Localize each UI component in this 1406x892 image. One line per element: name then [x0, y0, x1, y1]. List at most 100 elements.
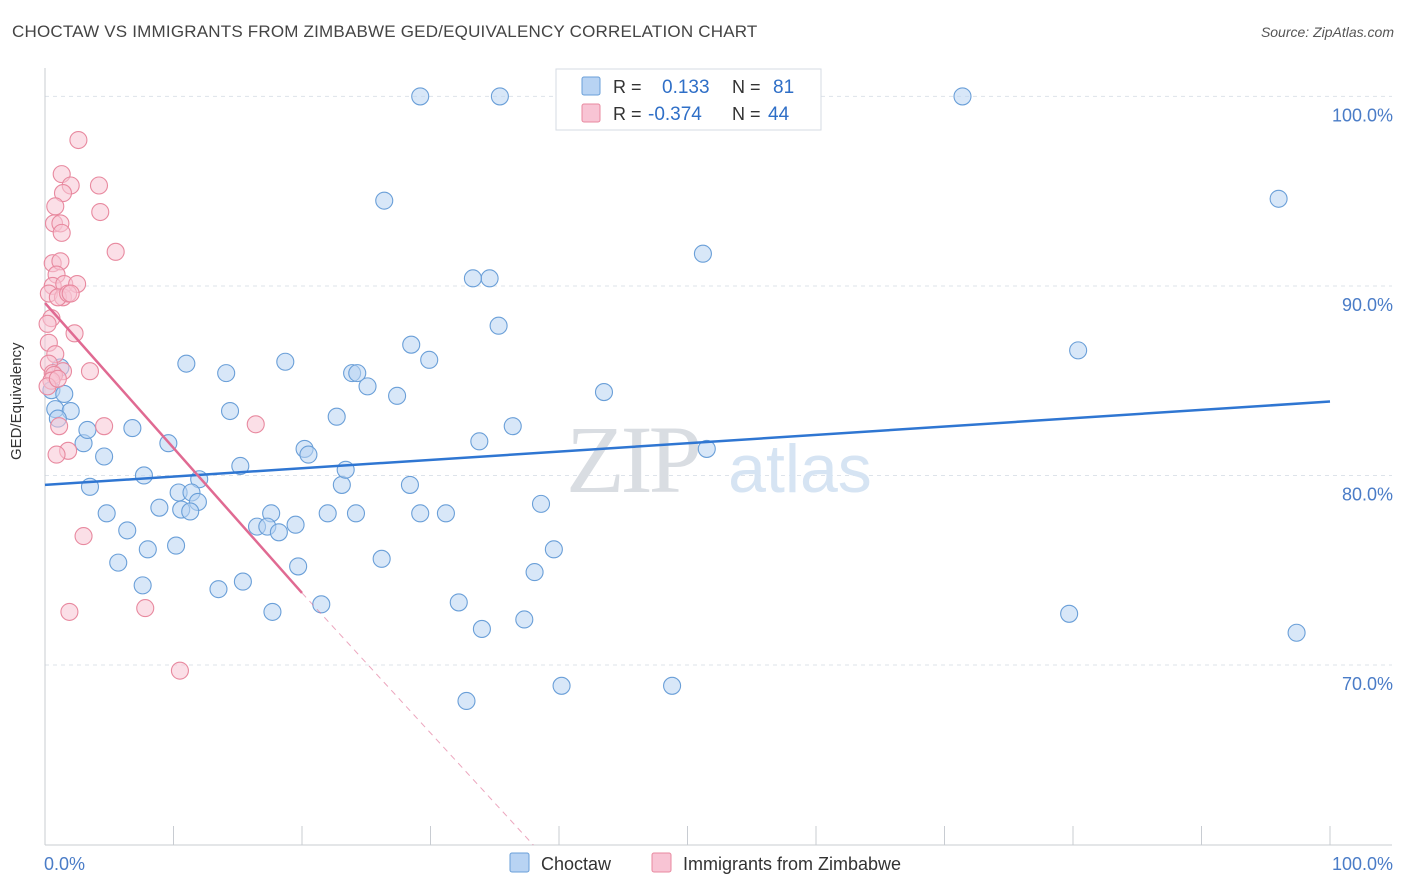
choctaw-point — [181, 502, 200, 521]
choctaw-point — [490, 87, 509, 106]
choctaw-point — [299, 445, 318, 464]
zimbabwe-point — [48, 369, 67, 388]
series-legend: Choctaw Immigrants from Zimbabwe — [509, 852, 901, 874]
axes — [44, 68, 1392, 846]
zimbabwe-trend-line — [44, 302, 303, 594]
choctaw-point — [411, 504, 430, 523]
trend-lines — [44, 302, 1331, 846]
stats-legend-blue-swatch — [581, 76, 601, 96]
choctaw-point — [276, 352, 295, 371]
choctaw-trend-line — [44, 400, 1331, 487]
choctaw-point — [133, 576, 152, 595]
zimbabwe-point — [52, 223, 71, 242]
y-tick-label: 80.0% — [1342, 484, 1393, 504]
choctaw-point — [400, 475, 419, 494]
choctaw-point — [503, 417, 522, 436]
choctaw-point — [552, 676, 571, 695]
choctaw-point — [388, 386, 407, 405]
choctaw-point — [123, 419, 142, 438]
choctaw-point — [217, 364, 236, 383]
zimbabwe-point — [80, 362, 100, 381]
y-tick-label: 70.0% — [1342, 674, 1393, 694]
choctaw-point — [531, 494, 551, 513]
zimbabwe-point — [136, 599, 155, 618]
legend-choctaw-swatch — [509, 852, 530, 873]
zimbabwe-point — [91, 202, 110, 222]
choctaw-point — [470, 432, 489, 451]
choctaw-point — [402, 335, 421, 354]
zimbabwe-point — [74, 527, 93, 546]
choctaw-point — [515, 610, 534, 629]
choctaw-point — [449, 593, 468, 612]
stats-legend: R = 0.133 N = 81 R = -0.374 N = 44 — [555, 68, 822, 131]
zimbabwe-point — [47, 445, 66, 464]
choctaw-point — [167, 536, 186, 555]
zimbabwe-points — [38, 130, 265, 680]
choctaw-point — [436, 504, 455, 523]
source-credit: Source: ZipAtlas.com — [1260, 24, 1394, 40]
choctaw-point — [375, 191, 394, 210]
stats-r-label-blue: R = — [613, 77, 642, 97]
zimbabwe-point — [246, 415, 265, 434]
choctaw-point — [177, 354, 196, 373]
choctaw-point — [269, 523, 288, 542]
x-tick-label: 100.0% — [1332, 854, 1393, 874]
zimbabwe-point — [69, 130, 88, 150]
zimbabwe-point — [50, 417, 69, 436]
choctaw-point — [372, 549, 391, 568]
zimbabwe-point — [170, 661, 189, 680]
zimbabwe-point — [95, 417, 114, 436]
choctaw-point — [480, 269, 499, 288]
zimbabwe-point — [65, 324, 84, 343]
stats-n-value-pink: 44 — [768, 104, 790, 125]
choctaw-point — [231, 456, 250, 476]
legend-choctaw-label: Choctaw — [541, 854, 612, 874]
choctaw-point — [118, 521, 137, 540]
choctaw-point — [109, 553, 128, 572]
choctaw-point — [78, 420, 97, 440]
choctaw-point — [693, 244, 712, 263]
watermark: ZIP atlas — [566, 406, 872, 513]
y-tick-label: 100.0% — [1332, 105, 1393, 125]
choctaw-point — [346, 504, 366, 523]
choctaw-point — [1269, 189, 1288, 208]
stats-r-value-blue: 0.133 — [662, 77, 710, 98]
stats-legend-pink-swatch — [581, 103, 601, 123]
choctaw-point — [209, 580, 228, 599]
choctaw-point — [358, 377, 377, 396]
chart-title: CHOCTAW VS IMMIGRANTS FROM ZIMBABWE GED/… — [12, 22, 758, 41]
choctaw-point — [420, 350, 439, 369]
choctaw-point — [463, 269, 482, 288]
zimbabwe-point — [89, 176, 109, 195]
choctaw-point — [544, 540, 563, 559]
choctaw-point — [411, 87, 430, 106]
stats-n-value-blue: 81 — [773, 77, 794, 98]
stats-n-label-blue: N = — [732, 77, 761, 97]
choctaw-points — [42, 87, 1306, 711]
zimbabwe-point — [61, 284, 80, 303]
choctaw-point — [348, 364, 367, 383]
tick-labels: 70.0% 80.0% 90.0% 100.0% 0.0% 100.0% — [44, 105, 1393, 874]
choctaw-point — [525, 563, 544, 582]
watermark-zip: ZIP — [566, 406, 699, 513]
zimbabwe-point — [53, 184, 73, 203]
choctaw-point — [286, 515, 305, 534]
zimbabwe-point — [38, 314, 57, 333]
choctaw-point — [1287, 623, 1306, 642]
y-tick-label: 90.0% — [1342, 295, 1393, 315]
choctaw-point — [233, 572, 252, 591]
watermark-atlas: atlas — [728, 431, 872, 507]
choctaw-point — [95, 447, 114, 466]
zimbabwe-point — [46, 197, 65, 216]
choctaw-point — [97, 504, 116, 523]
stats-r-value-pink: -0.374 — [648, 104, 702, 125]
choctaw-point — [472, 619, 491, 639]
choctaw-point — [697, 439, 716, 458]
legend-zimbabwe-label: Immigrants from Zimbabwe — [683, 854, 901, 874]
gridlines — [45, 95, 1392, 666]
x-tick-label: 0.0% — [44, 854, 85, 874]
choctaw-point — [318, 504, 337, 523]
choctaw-point — [134, 466, 153, 485]
zimbabwe-trend-extension — [301, 592, 534, 846]
